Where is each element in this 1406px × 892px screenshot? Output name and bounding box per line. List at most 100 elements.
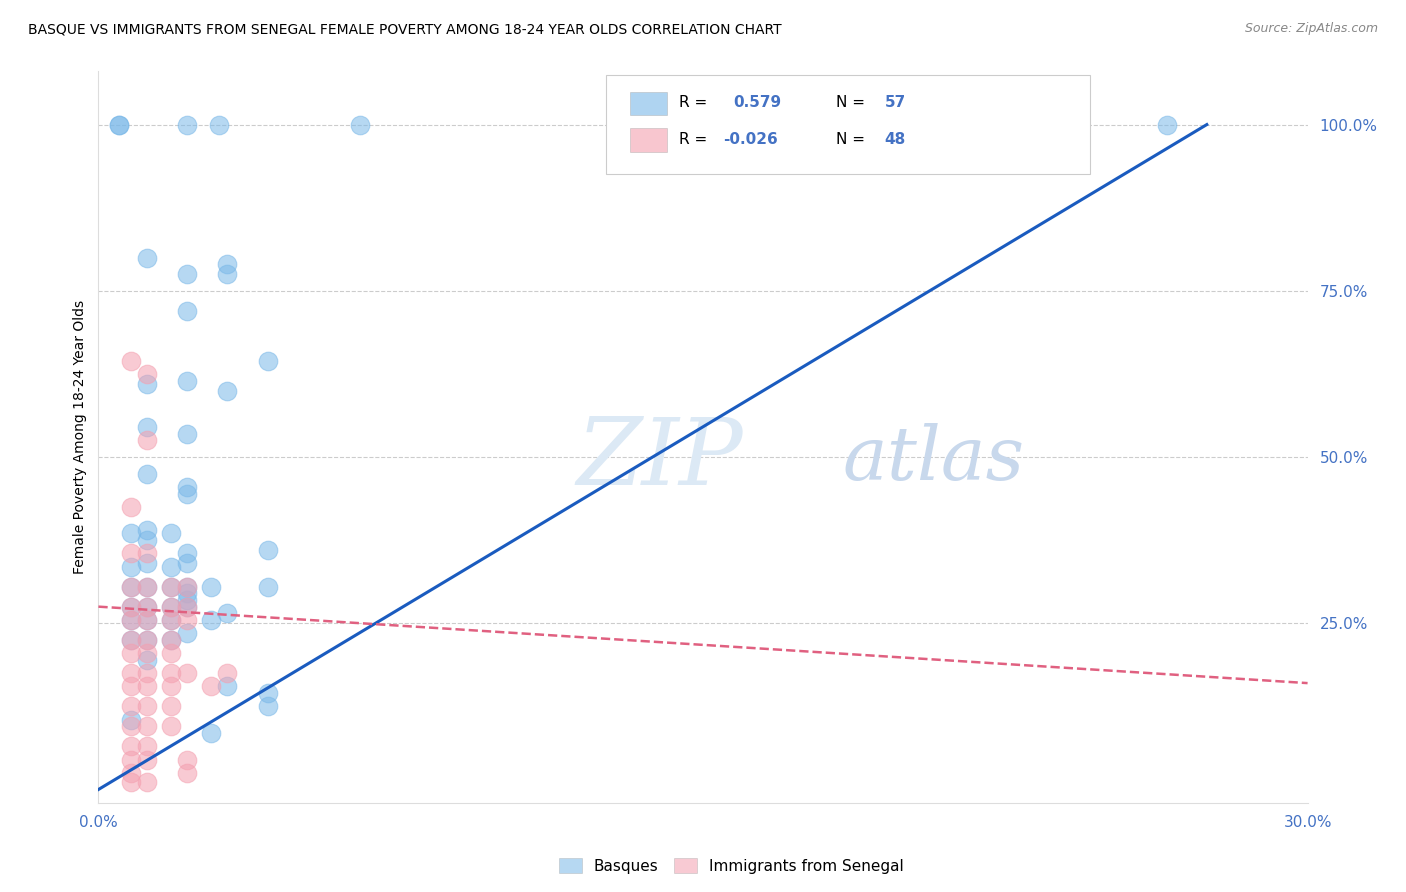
Point <box>176 593 198 607</box>
Point <box>217 666 239 681</box>
Point <box>160 646 183 660</box>
Point <box>349 118 371 132</box>
Point <box>208 118 231 132</box>
Text: R =: R = <box>679 132 711 147</box>
Point <box>256 353 278 368</box>
Text: atlas: atlas <box>842 423 1024 495</box>
Text: -0.026: -0.026 <box>724 132 779 147</box>
Point <box>120 713 142 727</box>
Point <box>120 774 142 789</box>
Point <box>256 686 278 700</box>
Point <box>135 599 157 614</box>
Point <box>135 699 157 714</box>
Point <box>120 646 142 660</box>
Point <box>120 559 142 574</box>
Point <box>120 666 142 681</box>
Point <box>160 613 183 627</box>
Point <box>160 632 183 647</box>
Point <box>120 753 142 767</box>
Point <box>120 765 142 780</box>
Point <box>135 719 157 733</box>
Point <box>120 632 142 647</box>
Point <box>160 613 183 627</box>
Point <box>160 580 183 594</box>
Point <box>135 580 157 594</box>
Point <box>120 739 142 754</box>
FancyBboxPatch shape <box>606 75 1090 174</box>
Point <box>160 666 183 681</box>
Point <box>135 434 157 448</box>
Point <box>176 374 198 388</box>
Point <box>176 580 198 594</box>
Point <box>120 599 142 614</box>
Point <box>120 353 142 368</box>
Point <box>120 680 142 694</box>
Point <box>217 680 239 694</box>
Point <box>135 420 157 434</box>
Point <box>120 580 142 594</box>
Text: 0.579: 0.579 <box>734 95 782 111</box>
Point <box>1156 118 1178 132</box>
Point <box>135 613 157 627</box>
Point <box>176 557 198 571</box>
Text: 48: 48 <box>884 132 905 147</box>
Point <box>160 559 183 574</box>
Point <box>160 599 183 614</box>
Point <box>217 384 239 398</box>
Text: ZIP: ZIP <box>576 414 742 504</box>
FancyBboxPatch shape <box>630 128 666 152</box>
Point <box>160 699 183 714</box>
Point <box>200 613 222 627</box>
Point <box>176 613 198 627</box>
Point <box>176 666 198 681</box>
Point <box>176 626 198 640</box>
Point <box>176 599 198 614</box>
Point <box>120 500 142 514</box>
Point <box>176 546 198 560</box>
Text: Source: ZipAtlas.com: Source: ZipAtlas.com <box>1244 22 1378 36</box>
Text: N =: N = <box>837 132 870 147</box>
Point <box>176 118 198 132</box>
Point <box>160 719 183 733</box>
Point <box>176 486 198 500</box>
Point <box>217 607 239 621</box>
Point <box>135 546 157 560</box>
Point <box>176 586 198 600</box>
Point <box>135 680 157 694</box>
Text: R =: R = <box>679 95 717 111</box>
Point <box>135 632 157 647</box>
Point <box>217 257 239 271</box>
Point <box>176 580 198 594</box>
Point <box>120 526 142 541</box>
Point <box>135 613 157 627</box>
Point <box>135 467 157 481</box>
Point <box>107 118 129 132</box>
Point <box>135 251 157 265</box>
Point <box>160 526 183 541</box>
Point <box>107 118 129 132</box>
Point <box>120 546 142 560</box>
Point <box>160 580 183 594</box>
Text: N =: N = <box>837 95 870 111</box>
Text: 57: 57 <box>884 95 905 111</box>
Point <box>120 613 142 627</box>
Point <box>135 523 157 537</box>
Point <box>200 726 222 740</box>
Point <box>135 376 157 391</box>
Point <box>160 599 183 614</box>
Point <box>176 267 198 281</box>
Point <box>135 533 157 548</box>
Point <box>135 753 157 767</box>
Point <box>160 632 183 647</box>
Point <box>135 739 157 754</box>
Point <box>120 719 142 733</box>
Point <box>176 426 198 441</box>
Point <box>256 543 278 558</box>
Y-axis label: Female Poverty Among 18-24 Year Olds: Female Poverty Among 18-24 Year Olds <box>73 300 87 574</box>
Point <box>120 580 142 594</box>
Point <box>200 580 222 594</box>
Point <box>135 646 157 660</box>
Legend: Basques, Immigrants from Senegal: Basques, Immigrants from Senegal <box>553 852 910 880</box>
Point <box>256 699 278 714</box>
Point <box>135 774 157 789</box>
